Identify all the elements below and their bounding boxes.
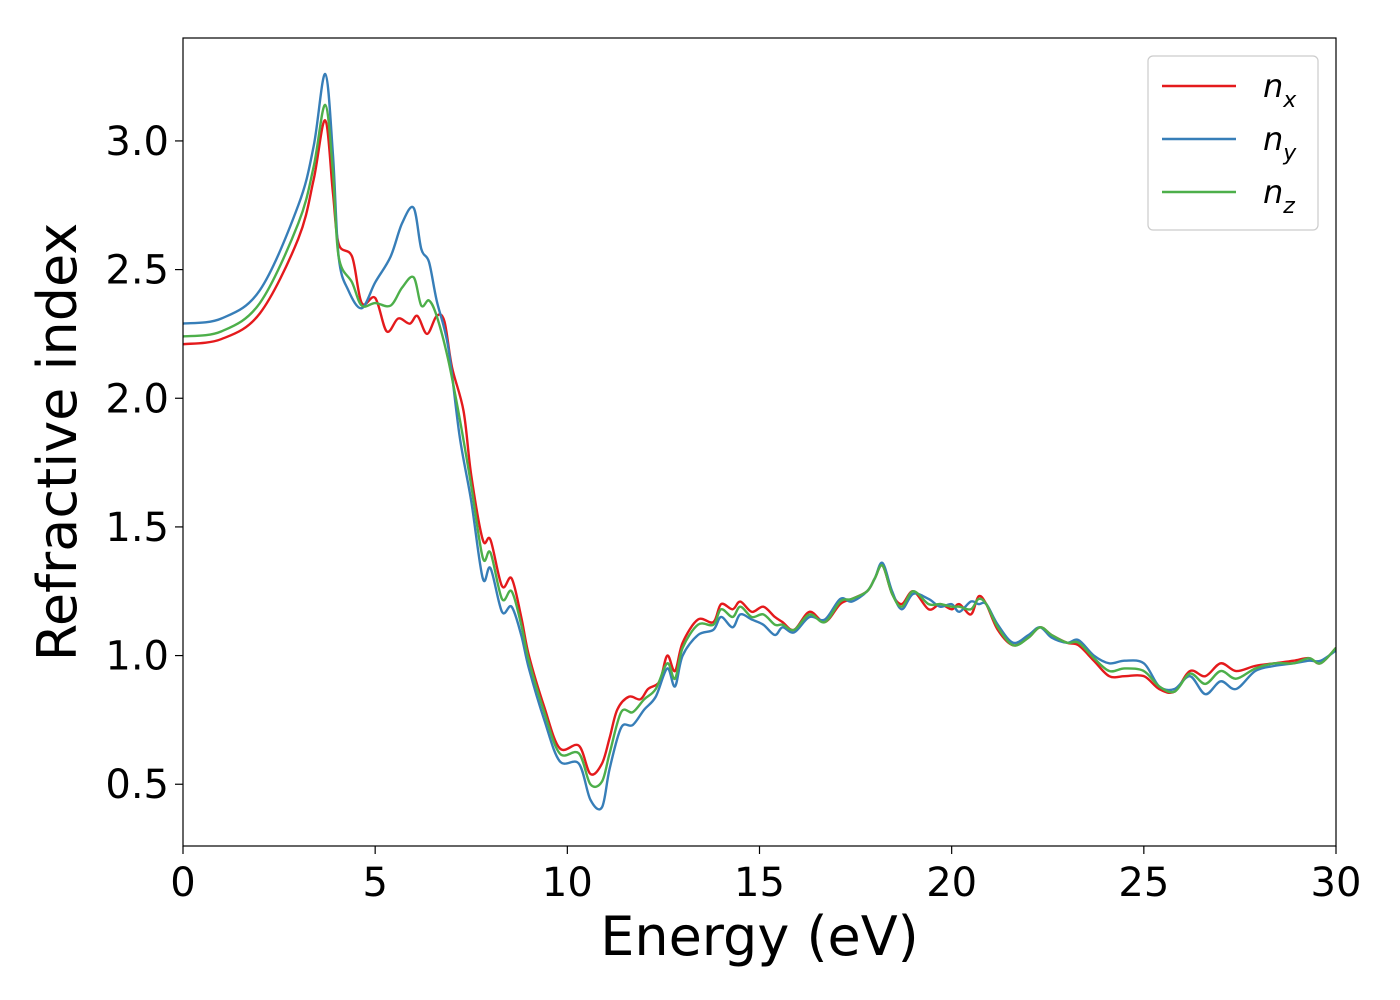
legend-label-z: nz: [1263, 173, 1295, 219]
x-tick-label: 25: [1118, 860, 1169, 906]
series-line-x: [183, 119, 1336, 776]
y-tick-label: 2.0: [105, 376, 169, 422]
y-tick-label: 0.5: [105, 762, 169, 808]
x-tick-label: 20: [926, 860, 977, 906]
y-tick-label: 1.5: [105, 505, 169, 551]
legend: nx ny nz: [1147, 55, 1319, 231]
y-tick-label: 2.5: [105, 248, 169, 294]
series-line-z: [183, 103, 1336, 789]
x-axis-title: Energy (eV): [600, 905, 919, 968]
legend-label-y: ny: [1263, 120, 1297, 166]
x-tick-label: 10: [542, 860, 593, 906]
x-tick-label: 30: [1311, 860, 1362, 906]
x-tick-label: 5: [362, 860, 387, 906]
legend-box: [1147, 55, 1319, 231]
ticks-layer: 0 5 10 15 20 25 30 0.5 1.0 1.5 2.0 2.5 3.0: [105, 119, 1361, 906]
x-tick-label: 0: [170, 860, 195, 906]
series-layer: [183, 72, 1336, 811]
x-tick-label: 15: [734, 860, 785, 906]
series-line-y: [183, 72, 1336, 811]
y-axis-title: Refractive index: [26, 223, 89, 662]
y-tick-label: 1.0: [105, 634, 169, 680]
y-tick-label: 3.0: [105, 119, 169, 165]
legend-label-x: nx: [1263, 67, 1297, 113]
